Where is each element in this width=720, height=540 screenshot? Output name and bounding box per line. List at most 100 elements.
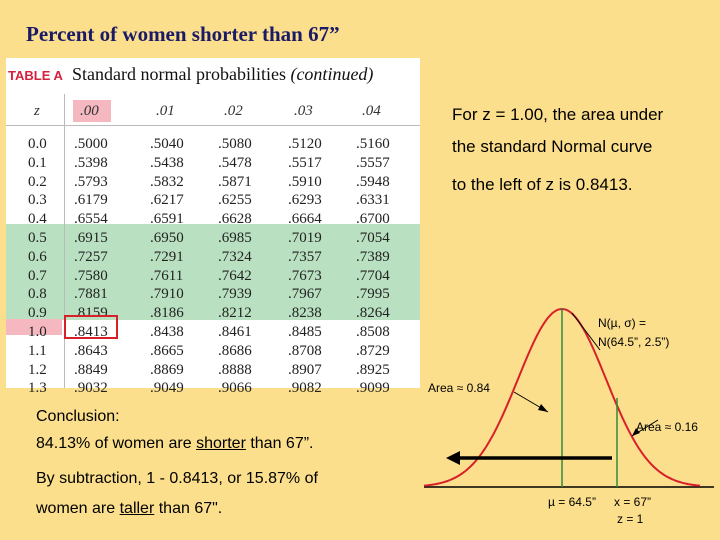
table-green-band	[6, 224, 420, 320]
table-z-value: 0.0	[28, 136, 47, 152]
table-col-header: z	[34, 103, 40, 119]
table-cell: .8238	[288, 305, 322, 322]
table-cell: .5040	[150, 136, 184, 152]
table-cell: .5000	[74, 136, 108, 152]
table-cell: .5438	[150, 154, 184, 171]
table-cell: .8686	[218, 342, 252, 359]
explain-line-2: the standard Normal curve	[452, 137, 653, 156]
dist-label-1: N(µ, σ) =	[598, 316, 646, 330]
table-cell: .5948	[356, 173, 390, 190]
table-cell: .7611	[150, 267, 184, 284]
table-cell: .5910	[288, 173, 322, 190]
area-left-label: Area ≈ 0.84	[428, 381, 490, 395]
table-cell: .8643	[74, 342, 108, 359]
table-title-continued: (continued)	[290, 64, 374, 84]
table-col-header: .03	[294, 103, 313, 119]
conclusion-taller: taller	[119, 500, 155, 517]
explain-line-1: For z = 1.00, the area under	[452, 105, 664, 124]
table-cell: .9066	[218, 380, 252, 397]
table-header-divider	[6, 125, 420, 126]
table-cell: .6985	[218, 230, 252, 246]
table-z-value: 0.9	[28, 305, 47, 322]
table-cell: .7704	[356, 267, 390, 284]
table-col-header: .04	[362, 103, 381, 119]
conclusion-line-3-post: than 67".	[154, 500, 223, 517]
conclusion-heading: Conclusion:	[36, 408, 120, 425]
table-cell: .9049	[150, 380, 184, 397]
z-table: TABLE A Standard normal probabilities (c…	[6, 58, 420, 396]
table-cell: .6554	[74, 211, 108, 228]
table-z-value: 1.3	[28, 380, 47, 397]
table-z-value: 1.0	[28, 324, 47, 340]
area-right-pointer-head	[632, 428, 640, 436]
table-cell: .9082	[288, 380, 322, 397]
table-z-value: 1.2	[28, 361, 47, 378]
table-cell: .5120	[288, 136, 322, 152]
table-cell: .5793	[74, 173, 108, 190]
table-cell: .8508	[356, 324, 390, 340]
table-cell: .8869	[150, 361, 184, 378]
table-cell: .7291	[150, 248, 184, 265]
table-col-header: .00	[80, 103, 99, 119]
table-cell: .6255	[218, 192, 252, 209]
table-cell: .8264	[356, 305, 390, 322]
table-cell: .7357	[288, 248, 322, 265]
conclusion-line-1-post: than 67”.	[245, 435, 314, 452]
table-cell: .7642	[218, 267, 252, 284]
table-cell: .6915	[74, 230, 108, 246]
table-cell: .7580	[74, 267, 108, 284]
table-cell: .6628	[218, 211, 252, 228]
table-cell: .5557	[356, 154, 390, 171]
area-left-pointer-head	[538, 404, 548, 412]
conclusion-line-1-pre: 84.13% of women are	[36, 435, 197, 452]
table-cell: .5398	[74, 154, 108, 171]
table-cell: .6293	[288, 192, 322, 209]
table-cell: .8438	[150, 324, 184, 340]
table-cell: .5871	[218, 173, 252, 190]
table-z-column-divider	[64, 94, 65, 388]
table-z-value: 0.8	[28, 286, 47, 303]
table-cell: .7967	[288, 286, 322, 303]
table-z-value: 0.4	[28, 211, 47, 228]
table-cell: .7995	[356, 286, 390, 303]
table-z-value: 0.2	[28, 173, 47, 190]
table-cell: .5832	[150, 173, 184, 190]
table-pink-row-highlight	[6, 319, 62, 335]
conclusion-line-3-pre: women are	[36, 500, 120, 517]
table-cell: .7389	[356, 248, 390, 265]
table-cell: .8212	[218, 305, 252, 322]
table-cell: .8665	[150, 342, 184, 359]
table-cell: .5080	[218, 136, 252, 152]
table-z-value: 1.1	[28, 342, 47, 359]
table-z-value: 0.7	[28, 267, 47, 284]
table-cell: .7257	[74, 248, 108, 265]
table-cell: .5517	[288, 154, 322, 171]
table-cell: .8413	[74, 324, 108, 340]
table-cell: .8925	[356, 361, 390, 378]
table-z-value: 0.6	[28, 248, 47, 265]
explain-line-3: to the left of z is 0.8413.	[452, 175, 633, 194]
table-badge: TABLE A	[8, 68, 63, 83]
table-cell: .6331	[356, 192, 390, 209]
table-title: Standard normal probabilities (continued…	[72, 64, 373, 85]
table-pink-header-highlight	[73, 100, 111, 122]
conclusion-line-1: 84.13% of women are shorter than 67”.	[36, 435, 314, 453]
table-cell: .7673	[288, 267, 322, 284]
table-col-header: .01	[156, 103, 175, 119]
table-cell: .8159	[74, 305, 108, 322]
conclusion-shorter: shorter	[196, 435, 246, 452]
table-cell: .6664	[288, 211, 322, 228]
table-cell: .6950	[150, 230, 184, 246]
table-cell: .7939	[218, 286, 252, 303]
table-cell: .7324	[218, 248, 252, 265]
table-cell: .9032	[74, 380, 108, 397]
mu-label: µ = 64.5”	[548, 495, 596, 509]
table-col-header: .02	[224, 103, 243, 119]
slide-title: Percent of women shorter than 67”	[26, 22, 340, 46]
conclusion-line-3: women are taller than 67".	[36, 500, 222, 518]
dist-label-pointer	[571, 312, 601, 351]
table-cell: .9099	[356, 380, 390, 397]
table-z-value: 0.1	[28, 154, 47, 171]
table-cell: .5478	[218, 154, 252, 171]
table-cell: .7881	[74, 286, 108, 303]
